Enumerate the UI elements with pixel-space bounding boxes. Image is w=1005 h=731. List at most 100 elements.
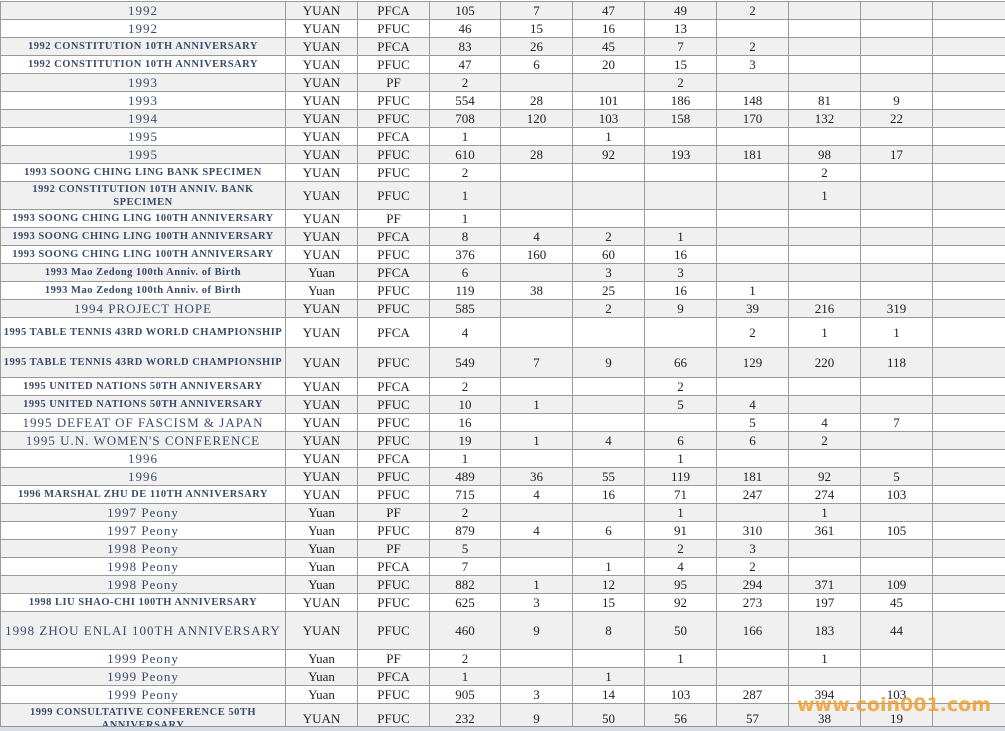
cell[interactable]: PFUC <box>357 181 430 210</box>
cell[interactable]: 882 <box>429 575 501 594</box>
cell[interactable]: 119 <box>644 467 717 486</box>
cell[interactable]: 1 <box>429 209 501 228</box>
cell[interactable]: 14 <box>572 685 645 704</box>
cell[interactable]: Yuan <box>285 557 358 576</box>
cell[interactable]: PFCA <box>357 449 430 468</box>
cell[interactable] <box>932 685 1005 704</box>
cell[interactable] <box>788 263 861 282</box>
cell[interactable] <box>860 19 933 38</box>
cell[interactable] <box>860 263 933 282</box>
cell[interactable] <box>572 649 645 668</box>
cell[interactable]: 4 <box>500 485 573 504</box>
cell[interactable]: 129 <box>716 347 789 378</box>
cell[interactable]: 15 <box>572 593 645 612</box>
cell[interactable]: 1 <box>429 667 501 686</box>
cell[interactable] <box>788 245 861 264</box>
cell[interactable]: 103 <box>860 685 933 704</box>
cell[interactable]: 170 <box>716 109 789 128</box>
cell[interactable]: 7 <box>860 413 933 432</box>
cell[interactable] <box>932 181 1005 210</box>
cell[interactable]: 15 <box>644 55 717 74</box>
cell[interactable] <box>932 245 1005 264</box>
cell[interactable]: 585 <box>429 299 501 318</box>
cell[interactable]: 186 <box>644 91 717 110</box>
cell[interactable] <box>932 503 1005 522</box>
cell[interactable]: 4 <box>572 431 645 450</box>
cell[interactable]: 45 <box>572 37 645 56</box>
cell[interactable]: YUAN <box>285 73 358 92</box>
cell[interactable]: YUAN <box>285 485 358 504</box>
cell[interactable]: 181 <box>716 467 789 486</box>
cell[interactable]: 13 <box>644 19 717 38</box>
cell[interactable] <box>716 667 789 686</box>
cell[interactable] <box>572 163 645 182</box>
cell[interactable]: 2 <box>644 377 717 396</box>
cell[interactable] <box>860 503 933 522</box>
cell[interactable]: 1 <box>429 181 501 210</box>
cell[interactable] <box>932 19 1005 38</box>
coin-name[interactable]: 1994 <box>0 109 286 128</box>
cell[interactable] <box>572 503 645 522</box>
cell[interactable]: 879 <box>429 521 501 540</box>
cell[interactable] <box>932 611 1005 650</box>
cell[interactable] <box>716 649 789 668</box>
cell[interactable] <box>932 281 1005 300</box>
cell[interactable]: 20 <box>572 55 645 74</box>
cell[interactable]: 28 <box>500 91 573 110</box>
cell[interactable] <box>932 37 1005 56</box>
cell[interactable]: PFCA <box>357 377 430 396</box>
coin-name[interactable]: 1993 SOONG CHING LING 100TH ANNIVERSARY <box>0 209 286 228</box>
cell[interactable]: 554 <box>429 91 501 110</box>
coin-name[interactable]: 1995 UNITED NATIONS 50TH ANNIVERSARY <box>0 377 286 396</box>
cell[interactable] <box>860 209 933 228</box>
cell[interactable]: 5 <box>429 539 501 558</box>
cell[interactable] <box>932 431 1005 450</box>
cell[interactable] <box>932 91 1005 110</box>
cell[interactable]: Yuan <box>285 685 358 704</box>
cell[interactable] <box>500 127 573 146</box>
cell[interactable]: 2 <box>429 503 501 522</box>
cell[interactable] <box>932 317 1005 348</box>
cell[interactable]: 4 <box>644 557 717 576</box>
cell[interactable]: 81 <box>788 91 861 110</box>
cell[interactable] <box>716 227 789 246</box>
cell[interactable]: 1 <box>788 649 861 668</box>
cell[interactable]: YUAN <box>285 91 358 110</box>
cell[interactable]: PFUC <box>357 521 430 540</box>
cell[interactable]: 2 <box>716 37 789 56</box>
cell[interactable]: 2 <box>572 299 645 318</box>
cell[interactable]: YUAN <box>285 209 358 228</box>
cell[interactable]: 1 <box>429 449 501 468</box>
cell[interactable]: PFCA <box>357 667 430 686</box>
cell[interactable]: 105 <box>429 1 501 20</box>
coin-name[interactable]: 1995 U.N. WOMEN'S CONFERENCE <box>0 431 286 450</box>
cell[interactable]: 1 <box>500 575 573 594</box>
cell[interactable]: 1 <box>572 557 645 576</box>
cell[interactable]: 19 <box>429 431 501 450</box>
cell[interactable]: 2 <box>716 557 789 576</box>
cell[interactable] <box>788 281 861 300</box>
cell[interactable] <box>788 37 861 56</box>
cell[interactable]: 220 <box>788 347 861 378</box>
cell[interactable]: PFUC <box>357 685 430 704</box>
cell[interactable]: 160 <box>500 245 573 264</box>
cell[interactable] <box>932 413 1005 432</box>
cell[interactable]: 1 <box>644 503 717 522</box>
cell[interactable]: YUAN <box>285 227 358 246</box>
sheet-tabs[interactable] <box>0 726 1005 731</box>
cell[interactable]: PFCA <box>357 317 430 348</box>
cell[interactable]: YUAN <box>285 127 358 146</box>
cell[interactable] <box>932 109 1005 128</box>
cell[interactable]: 549 <box>429 347 501 378</box>
cell[interactable] <box>572 395 645 414</box>
cell[interactable]: Yuan <box>285 575 358 594</box>
cell[interactable]: 273 <box>716 593 789 612</box>
cell[interactable] <box>572 413 645 432</box>
cell[interactable]: 12 <box>572 575 645 594</box>
cell[interactable] <box>788 209 861 228</box>
cell[interactable]: 44 <box>860 611 933 650</box>
cell[interactable]: Yuan <box>285 503 358 522</box>
coin-name[interactable]: 1993 Mao Zedong 100th Anniv. of Birth <box>0 281 286 300</box>
cell[interactable] <box>860 557 933 576</box>
cell[interactable]: PFUC <box>357 299 430 318</box>
